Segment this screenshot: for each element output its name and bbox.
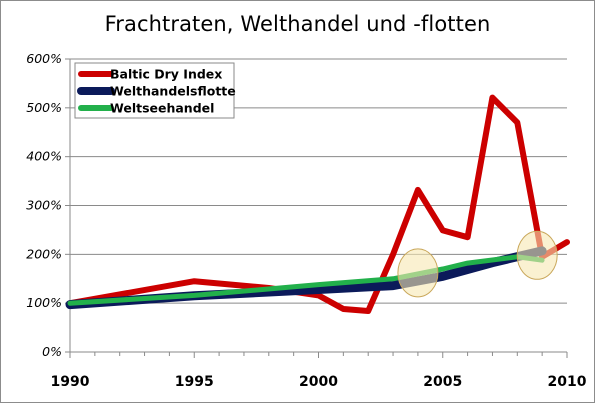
y-tick-label: 600%: [26, 51, 62, 66]
legend-label: Welthandelsflotte: [110, 84, 236, 99]
y-tick-label: 100%: [26, 295, 62, 310]
y-tick-label: 300%: [26, 198, 62, 213]
legend-label: Weltseehandel: [110, 101, 214, 116]
series-lines: [65, 94, 570, 314]
x-axis-ticks: 1990 1995 2000 2005 2010: [51, 352, 587, 390]
x-tick-label: 2010: [548, 374, 587, 390]
x-tick-label: 2005: [423, 374, 462, 390]
y-tick-label: 0%: [42, 344, 62, 359]
series-baltic-dry-index: [67, 94, 570, 314]
highlight-circle: [516, 230, 558, 280]
y-tick-label: 200%: [26, 246, 62, 261]
y-tick-label: 500%: [26, 100, 62, 115]
x-tick-label: 1995: [175, 374, 214, 390]
chart-title: Frachtraten, Welthandel und -flotten: [104, 12, 491, 36]
y-axis-ticks: 0% 100% 200% 300% 400% 500% 600%: [26, 51, 70, 359]
legend: Baltic Dry Index Welthandelsflotte Weltsee…: [74, 62, 236, 119]
highlight-circle: [397, 248, 439, 298]
legend-label: Baltic Dry Index: [110, 67, 222, 82]
x-tick-label: 2000: [299, 374, 338, 390]
highlight-circles: [397, 230, 558, 298]
y-tick-label: 400%: [26, 149, 62, 164]
x-tick-label: 1990: [51, 374, 90, 390]
